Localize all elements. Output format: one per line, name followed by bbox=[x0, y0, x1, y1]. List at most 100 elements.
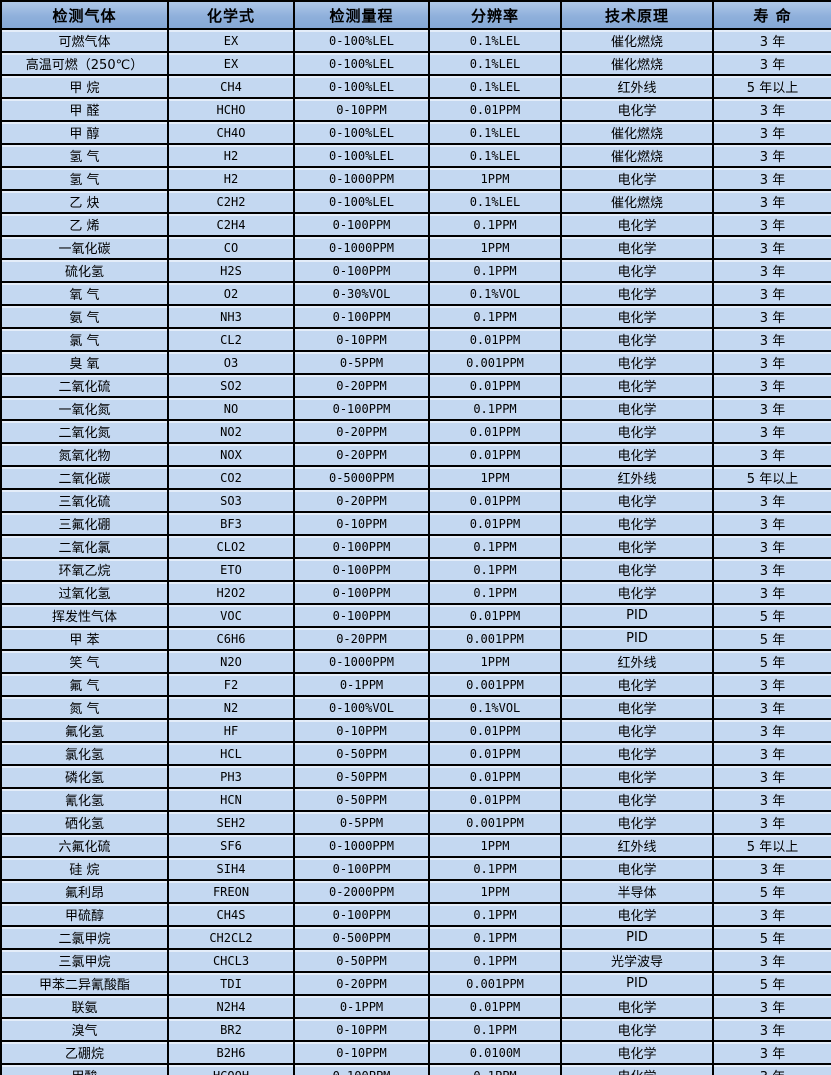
table-row: 一氧化氮 NO 0-100PPM 0.1PPM 电化学 3 年 bbox=[0, 396, 831, 421]
cell-range: 0-100PPM bbox=[293, 557, 430, 582]
cell-lifespan: 3 年 bbox=[712, 557, 831, 582]
cell-gas: 一氧化碳 bbox=[0, 235, 169, 260]
cell-formula: H2 bbox=[167, 143, 295, 168]
cell-resolution: 0.001PPM bbox=[428, 350, 562, 375]
cell-formula: NH3 bbox=[167, 304, 295, 329]
cell-principle: 电化学 bbox=[560, 281, 714, 306]
cell-lifespan: 5 年以上 bbox=[712, 74, 831, 99]
cell-range: 0-50PPM bbox=[293, 787, 430, 812]
cell-formula: BF3 bbox=[167, 511, 295, 536]
cell-resolution: 0.1%LEL bbox=[428, 143, 562, 168]
cell-range: 0-10PPM bbox=[293, 327, 430, 352]
cell-range: 0-20PPM bbox=[293, 373, 430, 398]
cell-resolution: 0.1PPM bbox=[428, 856, 562, 881]
cell-principle: 电化学 bbox=[560, 764, 714, 789]
cell-formula: FREON bbox=[167, 879, 295, 904]
cell-range: 0-100PPM bbox=[293, 212, 430, 237]
cell-formula: H2O2 bbox=[167, 580, 295, 605]
cell-formula: O2 bbox=[167, 281, 295, 306]
table-row: 三氟化硼 BF3 0-10PPM 0.01PPM 电化学 3 年 bbox=[0, 511, 831, 536]
cell-lifespan: 5 年 bbox=[712, 649, 831, 674]
cell-formula: NOX bbox=[167, 442, 295, 467]
table-row: 氯 气 CL2 0-10PPM 0.01PPM 电化学 3 年 bbox=[0, 327, 831, 352]
cell-lifespan: 3 年 bbox=[712, 235, 831, 260]
cell-range: 0-10PPM bbox=[293, 1017, 430, 1042]
cell-principle: 电化学 bbox=[560, 212, 714, 237]
cell-resolution: 0.1PPM bbox=[428, 580, 562, 605]
cell-gas: 乙 炔 bbox=[0, 189, 169, 214]
cell-resolution: 0.01PPM bbox=[428, 97, 562, 122]
cell-resolution: 0.01PPM bbox=[428, 373, 562, 398]
cell-gas: 氢 气 bbox=[0, 143, 169, 168]
cell-principle: 电化学 bbox=[560, 902, 714, 927]
cell-formula: ETO bbox=[167, 557, 295, 582]
cell-gas: 过氧化氢 bbox=[0, 580, 169, 605]
cell-gas: 二氧化碳 bbox=[0, 465, 169, 490]
cell-formula: EX bbox=[167, 28, 295, 53]
cell-lifespan: 3 年 bbox=[712, 258, 831, 283]
cell-resolution: 0.0100M bbox=[428, 1040, 562, 1065]
cell-gas: 氟 气 bbox=[0, 672, 169, 697]
cell-gas: 乙硼烷 bbox=[0, 1040, 169, 1065]
cell-principle: 光学波导 bbox=[560, 948, 714, 973]
cell-gas: 硒化氢 bbox=[0, 810, 169, 835]
cell-gas: 甲 苯 bbox=[0, 626, 169, 651]
cell-formula: C2H2 bbox=[167, 189, 295, 214]
cell-range: 0-50PPM bbox=[293, 764, 430, 789]
table-row: 二氧化氯 CLO2 0-100PPM 0.1PPM 电化学 3 年 bbox=[0, 534, 831, 559]
cell-formula: H2 bbox=[167, 166, 295, 191]
cell-lifespan: 3 年 bbox=[712, 51, 831, 76]
cell-formula: HCL bbox=[167, 741, 295, 766]
cell-resolution: 0.1%VOL bbox=[428, 281, 562, 306]
cell-range: 0-5PPM bbox=[293, 810, 430, 835]
cell-resolution: 0.01PPM bbox=[428, 787, 562, 812]
cell-principle: PID bbox=[560, 603, 714, 628]
cell-formula: SIH4 bbox=[167, 856, 295, 881]
table-row: 甲硫醇 CH4S 0-100PPM 0.1PPM 电化学 3 年 bbox=[0, 902, 831, 927]
cell-formula: HF bbox=[167, 718, 295, 743]
table-row: 硒化氢 SEH2 0-5PPM 0.001PPM 电化学 3 年 bbox=[0, 810, 831, 835]
cell-resolution: 0.1PPM bbox=[428, 948, 562, 973]
cell-gas: 三氟化硼 bbox=[0, 511, 169, 536]
cell-principle: PID bbox=[560, 925, 714, 950]
cell-gas: 溴气 bbox=[0, 1017, 169, 1042]
table-row: 氨 气 NH3 0-100PPM 0.1PPM 电化学 3 年 bbox=[0, 304, 831, 329]
cell-range: 0-100PPM bbox=[293, 580, 430, 605]
table-row: 甲 醇 CH4O 0-100%LEL 0.1%LEL 催化燃烧 3 年 bbox=[0, 120, 831, 145]
cell-formula: BR2 bbox=[167, 1017, 295, 1042]
cell-gas: 甲 醛 bbox=[0, 97, 169, 122]
cell-lifespan: 3 年 bbox=[712, 304, 831, 329]
cell-range: 0-100%LEL bbox=[293, 28, 430, 53]
cell-resolution: 0.001PPM bbox=[428, 971, 562, 996]
cell-principle: 电化学 bbox=[560, 580, 714, 605]
cell-lifespan: 3 年 bbox=[712, 1017, 831, 1042]
cell-principle: 电化学 bbox=[560, 1040, 714, 1065]
cell-gas: 氨 气 bbox=[0, 304, 169, 329]
column-header-formula: 化学式 bbox=[167, 0, 295, 30]
cell-lifespan: 3 年 bbox=[712, 396, 831, 421]
cell-lifespan: 3 年 bbox=[712, 511, 831, 536]
table-row: 联氨 N2H4 0-1PPM 0.01PPM 电化学 3 年 bbox=[0, 994, 831, 1019]
cell-lifespan: 3 年 bbox=[712, 741, 831, 766]
cell-lifespan: 3 年 bbox=[712, 856, 831, 881]
table-row: 溴气 BR2 0-10PPM 0.1PPM 电化学 3 年 bbox=[0, 1017, 831, 1042]
cell-gas: 氟利昂 bbox=[0, 879, 169, 904]
cell-formula: NO2 bbox=[167, 419, 295, 444]
cell-gas: 氮氧化物 bbox=[0, 442, 169, 467]
table-row: 三氯甲烷 CHCL3 0-50PPM 0.1PPM 光学波导 3 年 bbox=[0, 948, 831, 973]
table-row: 乙 烯 C2H4 0-100PPM 0.1PPM 电化学 3 年 bbox=[0, 212, 831, 237]
table-row: 二氯甲烷 CH2CL2 0-500PPM 0.1PPM PID 5 年 bbox=[0, 925, 831, 950]
cell-range: 0-1PPM bbox=[293, 672, 430, 697]
cell-gas: 二氧化氯 bbox=[0, 534, 169, 559]
table-row: 高温可燃（250℃） EX 0-100%LEL 0.1%LEL 催化燃烧 3 年 bbox=[0, 51, 831, 76]
cell-range: 0-100PPM bbox=[293, 396, 430, 421]
cell-resolution: 0.001PPM bbox=[428, 672, 562, 697]
cell-resolution: 1PPM bbox=[428, 465, 562, 490]
cell-lifespan: 3 年 bbox=[712, 442, 831, 467]
cell-range: 0-1PPM bbox=[293, 994, 430, 1019]
table-row: 氢 气 H2 0-1000PPM 1PPM 电化学 3 年 bbox=[0, 166, 831, 191]
cell-lifespan: 3 年 bbox=[712, 166, 831, 191]
cell-formula: CHCL3 bbox=[167, 948, 295, 973]
